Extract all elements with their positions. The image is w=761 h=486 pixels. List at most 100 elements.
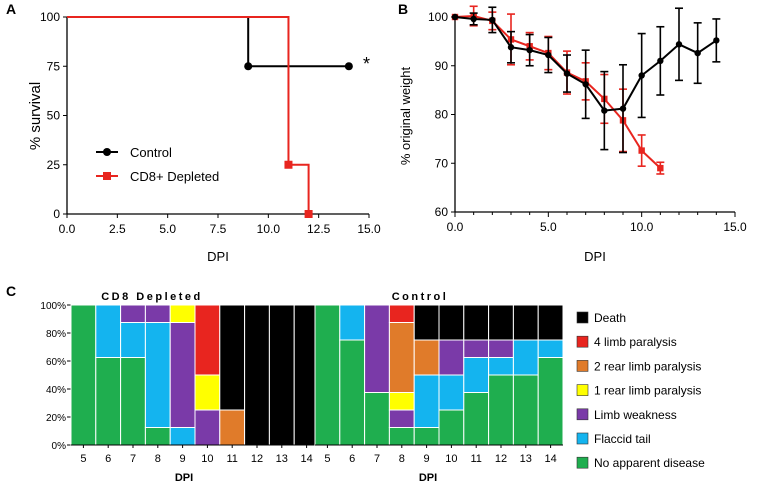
cd8-depleted-segment-weakness [144, 304, 171, 323]
control-segment-flaccid [537, 339, 564, 358]
weight-control-point [582, 81, 589, 88]
control-stacked-bars: 5 6 7 8 9 10 11 12 13 14 [314, 304, 564, 465]
weight-y-tick-label: 70 [435, 156, 449, 170]
control-x-label: DPI [419, 472, 437, 484]
cd8-depleted-x-tick-label: 8 [155, 453, 161, 465]
cd8-depleted-x-tick-label: 5 [80, 453, 86, 465]
legend-label-limb4: 4 limb paralysis [594, 335, 677, 349]
disease-legend: Death 4 limb paralysis 2 rear limb paralys… [576, 311, 705, 470]
survival-series [67, 16, 353, 218]
legend-control-marker [103, 148, 111, 156]
survival-chart: 0.0 2.5 5.0 7.5 10.0 12.5 15.0 0 25 50 75 100 DPI %… [27, 10, 381, 264]
cd8-depleted-x-tick-label: 9 [180, 453, 186, 465]
control-segment-flaccid [339, 304, 366, 341]
control-segment-flaccid [413, 374, 440, 428]
control-segment-death [512, 304, 539, 341]
control-segment-death [537, 304, 564, 341]
cd8-depleted-x-tick-label: 13 [276, 453, 288, 465]
control-segment-rear2 [388, 322, 415, 393]
legend-swatch-rear2 [576, 360, 589, 372]
survival-x-tick-label: 10.0 [257, 222, 281, 236]
cd8-depleted-x-label: DPI [175, 472, 193, 484]
control-segment-flaccid [438, 374, 465, 411]
cd8-depleted-segment-none [120, 357, 146, 446]
weight-control-point [657, 57, 664, 65]
weight-axes: 0.0 5.0 10.0 15.0 60 70 80 90 100 [428, 10, 747, 234]
cd8-depleted-y-tick-label: 40% [46, 385, 66, 396]
legend-cd8-label: CD8+ Depleted [130, 169, 219, 184]
control-segment-rear2 [413, 339, 440, 376]
legend-swatch-death [576, 311, 589, 324]
cd8-depleted-segment-limb4 [194, 304, 221, 376]
survival-y-tick-label: 50 [47, 109, 61, 123]
weight-control-point [451, 13, 459, 21]
control-segment-none [438, 409, 465, 446]
survival-control-line [67, 16, 349, 68]
cd8-depleted-segment-flaccid [169, 427, 196, 446]
weight-control-point [694, 49, 701, 57]
cd8-depleted-segment-rear1 [169, 304, 196, 323]
panel-label-a: A [6, 1, 16, 17]
control-segment-none [339, 339, 366, 446]
control-x-tick-label: 5 [324, 453, 330, 465]
weight-control-point [526, 46, 533, 54]
control-segment-weakness [364, 304, 390, 393]
legend-label-flaccid: Flaccid tail [594, 432, 651, 446]
control-segment-death [488, 304, 514, 341]
control-segment-weakness [388, 409, 415, 428]
weight-x-tick-label: 0.0 [447, 220, 464, 234]
control-segment-death [413, 304, 440, 341]
cd8-depleted-title: CD8 Depleted [101, 291, 203, 303]
control-segment-death [438, 304, 465, 341]
weight-chart: 0.0 5.0 10.0 15.0 60 70 80 90 100 DPI % original… [398, 5, 747, 264]
weight-control-point [638, 72, 645, 79]
weight-control-point [675, 41, 683, 48]
cd8-depleted-x-tick-label: 14 [300, 453, 312, 465]
weight-control-point [563, 70, 571, 77]
weight-control-point [489, 16, 496, 24]
weight-control-point [619, 105, 627, 112]
panel-label-b: B [398, 1, 408, 17]
weight-control-point [713, 37, 720, 44]
legend-swatch-none [576, 456, 589, 469]
cd8-depleted-x-tick-label: 12 [251, 453, 263, 465]
survival-x-tick-label: 2.5 [109, 222, 126, 236]
weight-control-point [470, 15, 477, 23]
weight-control-point [507, 44, 515, 51]
survival-x-tick-label: 0.0 [59, 222, 76, 236]
survival-control-point [344, 62, 353, 71]
cd8-depleted-segment-none [70, 304, 97, 446]
legend-label-death: Death [594, 311, 626, 325]
control-segment-none [364, 392, 390, 446]
control-x-tick-label: 9 [424, 453, 430, 465]
cd8-depleted-segment-flaccid [120, 322, 146, 358]
weight-y-tick-label: 90 [435, 59, 449, 73]
legend-control-label: Control [130, 145, 172, 160]
weight-cd8-point [638, 147, 645, 154]
legend-swatch-flaccid [576, 432, 589, 445]
survival-legend: Control CD8+ Depleted [96, 145, 219, 184]
control-segment-flaccid [488, 357, 514, 376]
survival-axes: 0.0 2.5 5.0 7.5 10.0 12.5 15.0 0 25 50 75 100 [40, 10, 381, 236]
control-segment-weakness [438, 339, 465, 376]
weight-cd8-point [657, 164, 664, 172]
weight-y-tick-label: 100 [428, 10, 448, 24]
cd8-depleted-segment-flaccid [95, 304, 122, 358]
control-x-tick-label: 12 [495, 453, 507, 465]
survival-x-tick-label: 7.5 [210, 222, 227, 236]
control-x-tick-label: 8 [399, 453, 405, 465]
control-x-tick-label: 14 [544, 453, 556, 465]
weight-x-tick-label: 15.0 [723, 220, 747, 234]
cd8-depleted-x-tick-label: 7 [130, 453, 136, 465]
survival-x-tick-label: 12.5 [307, 222, 331, 236]
cd8-depleted-segment-death [244, 304, 270, 446]
survival-cd8-point [284, 160, 293, 169]
cd8-depleted-y-tick-label: 80% [46, 329, 66, 340]
cd8-depleted-segment-death [268, 304, 295, 446]
control-segment-none [314, 304, 341, 446]
legend-cd8-marker [103, 172, 111, 180]
control-segment-rear1 [388, 392, 415, 411]
legend-swatch-rear1 [576, 384, 589, 396]
survival-y-tick-label: 25 [47, 158, 61, 172]
control-segment-none [463, 392, 490, 446]
